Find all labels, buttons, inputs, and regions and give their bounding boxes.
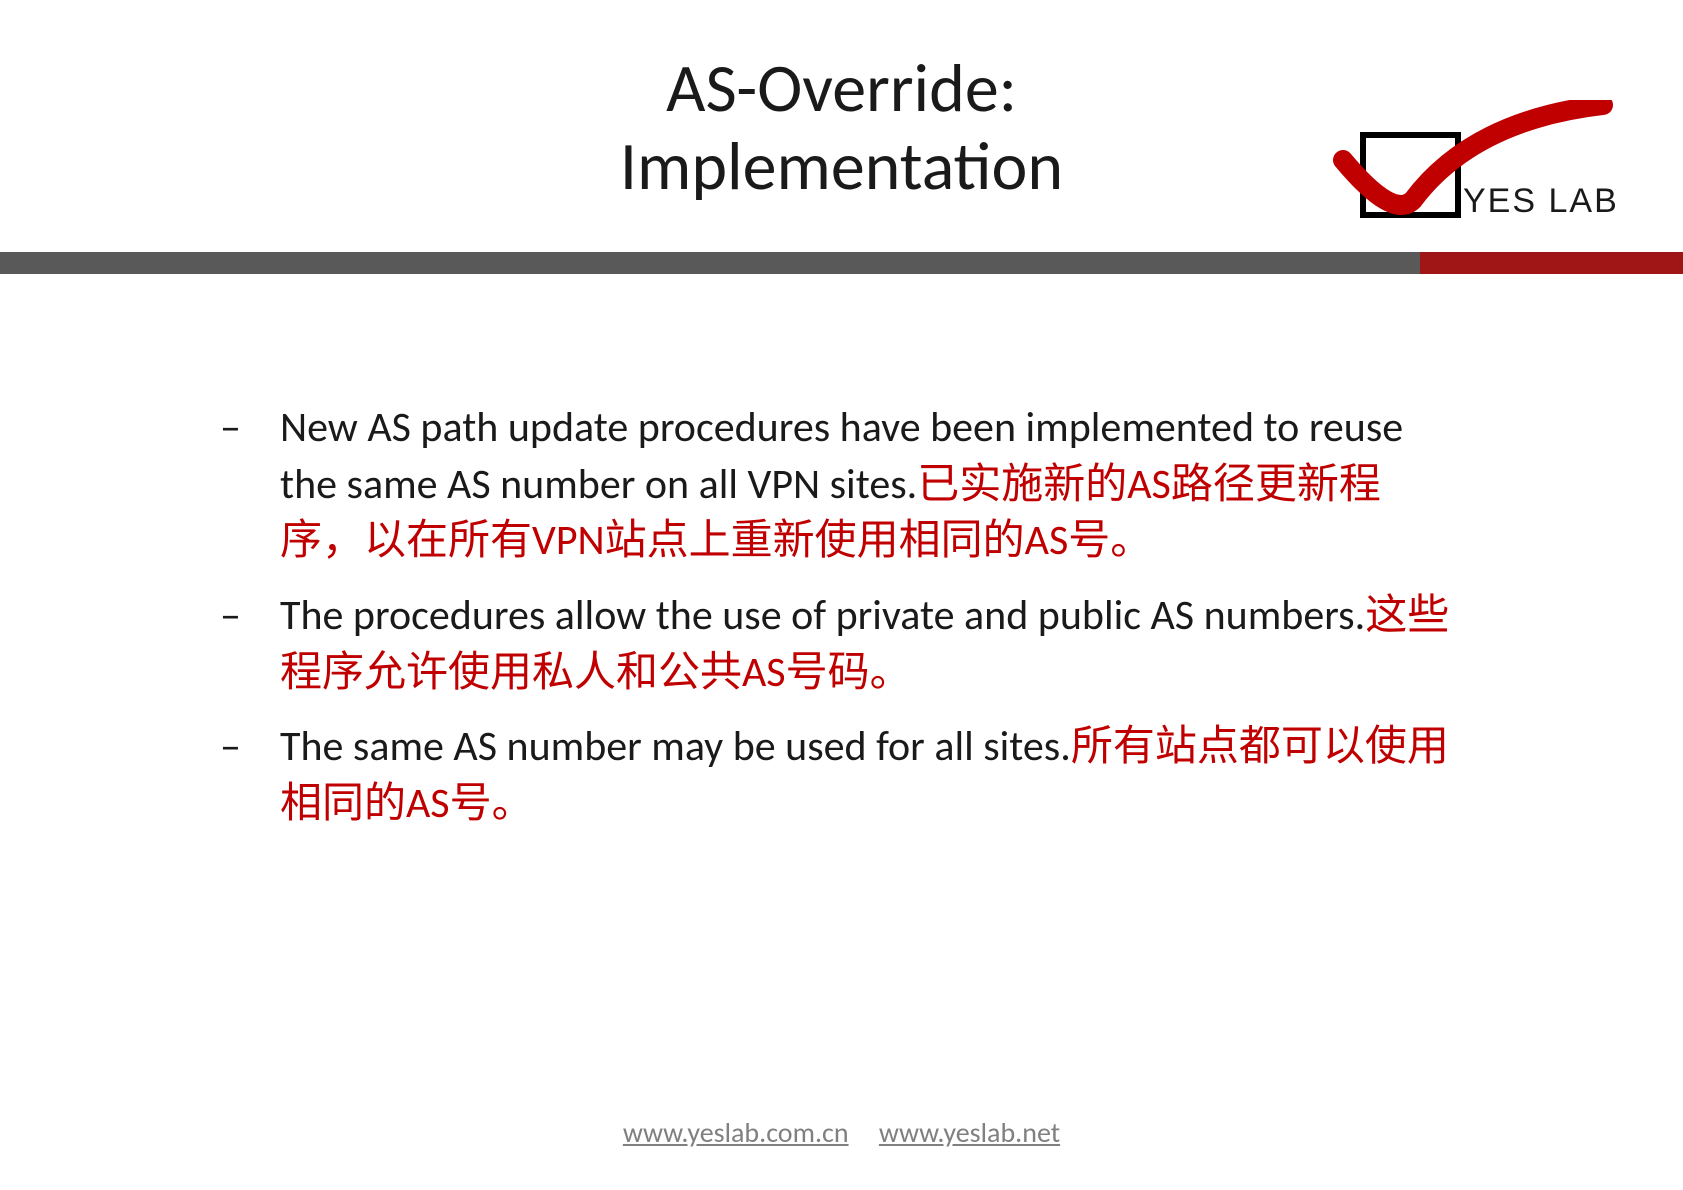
header-bar-red [1420,252,1683,274]
bullet-english: The procedures allow the use of private … [280,590,1365,641]
bullet-item: – The procedures allow the use of privat… [220,588,1460,701]
yeslab-logo: YES LAB [1323,100,1623,240]
bullet-list: – New AS path update procedures have bee… [220,400,1460,851]
bullet-dash-icon: – [220,588,241,645]
bullet-dash-icon: – [220,719,241,776]
header-bar-gray [0,252,1420,274]
footer-link-net[interactable]: www.yeslab.net [879,1115,1060,1150]
bullet-item: – The same AS number may be used for all… [220,719,1460,832]
logo-svg: YES LAB [1323,100,1623,240]
footer: www.yeslab.com.cn www.yeslab.net [0,1115,1683,1150]
header-bar [0,252,1683,274]
bullet-dash-icon: – [220,400,241,457]
bullet-item: – New AS path update procedures have bee… [220,400,1460,570]
slide: AS-Override: Implementation YES LAB – Ne… [0,0,1683,1190]
footer-link-cn[interactable]: www.yeslab.com.cn [623,1115,849,1150]
bullet-english: The same AS number may be used for all s… [280,721,1071,772]
logo-text: YES LAB [1463,182,1619,220]
